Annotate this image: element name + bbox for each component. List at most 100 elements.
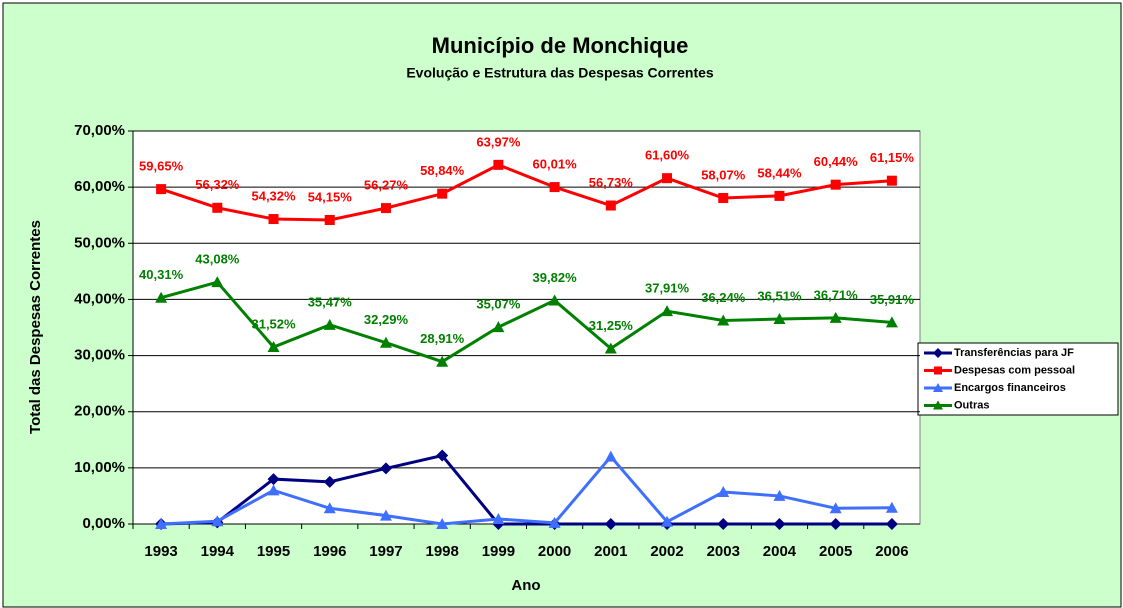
data-label: 35,47% bbox=[308, 294, 353, 309]
marker bbox=[604, 450, 617, 462]
x-axis-label: Ano bbox=[511, 577, 540, 594]
marker bbox=[773, 518, 786, 530]
marker bbox=[934, 366, 942, 375]
data-label: 59,65% bbox=[139, 159, 184, 174]
marker bbox=[380, 203, 391, 214]
marker bbox=[830, 179, 841, 190]
series-line bbox=[160, 280, 893, 364]
marker bbox=[379, 336, 392, 348]
data-label: 37,91% bbox=[645, 281, 690, 296]
y-tick-label: 20,00% bbox=[74, 403, 125, 420]
marker bbox=[156, 184, 167, 195]
marker bbox=[268, 214, 279, 225]
y-tick-label: 0,00% bbox=[82, 515, 125, 532]
marker bbox=[323, 475, 336, 488]
x-tick-label: 1997 bbox=[369, 543, 402, 560]
x-tick-label: 2001 bbox=[594, 543, 627, 560]
plot-area bbox=[132, 130, 921, 525]
y-axis-label: Total das Despesas Correntes bbox=[27, 220, 44, 434]
marker bbox=[548, 294, 561, 306]
marker bbox=[829, 502, 842, 514]
marker bbox=[436, 355, 449, 367]
marker bbox=[436, 518, 449, 529]
legend bbox=[917, 342, 1119, 416]
x-tick-label: 1998 bbox=[425, 543, 458, 560]
y-tick-label: 50,00% bbox=[74, 234, 125, 251]
x-tick-label: 2000 bbox=[538, 543, 571, 560]
y-tick-label: 10,00% bbox=[74, 459, 125, 476]
marker bbox=[885, 518, 898, 530]
marker bbox=[773, 489, 786, 501]
chart-subtitle: Evolução e Estrutura das Despesas Corren… bbox=[406, 65, 714, 81]
marker bbox=[323, 502, 336, 514]
marker bbox=[829, 518, 842, 530]
data-label: 43,08% bbox=[195, 252, 240, 267]
data-label: 36,51% bbox=[757, 288, 802, 303]
marker bbox=[155, 291, 168, 303]
marker bbox=[933, 383, 943, 392]
data-label: 35,91% bbox=[870, 292, 915, 307]
marker bbox=[267, 484, 280, 496]
x-tick-label: 2004 bbox=[763, 543, 797, 560]
data-label: 58,84% bbox=[420, 163, 465, 178]
x-tick-label: 2005 bbox=[819, 543, 852, 560]
legend-label: Despesas com pessoal bbox=[954, 364, 1075, 376]
marker bbox=[493, 159, 504, 170]
data-label: 28,91% bbox=[420, 331, 465, 346]
marker bbox=[155, 518, 168, 529]
x-tick-label: 1993 bbox=[144, 543, 177, 560]
y-tick-label: 70,00% bbox=[74, 122, 125, 139]
legend-label: Transferências para JF bbox=[954, 347, 1074, 359]
marker bbox=[933, 400, 943, 410]
legend-label: Encargos financeiros bbox=[954, 382, 1066, 394]
data-label: 60,44% bbox=[814, 154, 859, 169]
marker bbox=[548, 516, 561, 528]
marker bbox=[717, 518, 730, 530]
chart-title: Município de Monchique bbox=[432, 33, 689, 58]
marker bbox=[662, 173, 673, 184]
x-tick-label: 1999 bbox=[482, 543, 515, 560]
marker bbox=[885, 316, 898, 328]
marker bbox=[886, 175, 897, 186]
marker bbox=[267, 473, 280, 486]
data-label: 32,29% bbox=[364, 312, 409, 327]
data-label: 31,25% bbox=[589, 318, 634, 333]
data-label: 31,52% bbox=[251, 316, 296, 331]
data-label: 40,31% bbox=[139, 267, 184, 282]
marker bbox=[661, 305, 674, 317]
data-label: 58,07% bbox=[701, 167, 746, 182]
marker bbox=[379, 509, 392, 521]
data-label: 58,44% bbox=[757, 165, 802, 180]
data-label: 36,24% bbox=[701, 290, 746, 305]
marker bbox=[604, 342, 617, 354]
data-label: 56,32% bbox=[195, 177, 240, 192]
marker bbox=[605, 200, 616, 211]
marker bbox=[211, 515, 224, 527]
marker bbox=[212, 202, 223, 213]
marker bbox=[211, 276, 224, 288]
data-label: 56,73% bbox=[589, 175, 634, 190]
marker bbox=[661, 515, 674, 527]
marker bbox=[436, 449, 449, 462]
legend-label: Outras bbox=[954, 399, 989, 411]
marker bbox=[604, 518, 617, 530]
marker bbox=[323, 318, 336, 330]
marker bbox=[717, 314, 730, 326]
x-tick-label: 1995 bbox=[257, 543, 290, 560]
series-line bbox=[161, 454, 892, 526]
data-label: 60,01% bbox=[533, 157, 578, 172]
series-line bbox=[161, 453, 892, 526]
series-line bbox=[160, 163, 892, 222]
marker bbox=[549, 182, 560, 193]
marker bbox=[717, 485, 730, 497]
x-tick-label: 1996 bbox=[313, 543, 346, 560]
x-tick-label: 1994 bbox=[201, 543, 235, 560]
x-tick-label: 2003 bbox=[707, 543, 740, 560]
marker bbox=[774, 190, 785, 201]
data-label: 54,32% bbox=[251, 188, 296, 203]
y-tick-label: 30,00% bbox=[74, 347, 125, 364]
marker bbox=[492, 321, 505, 333]
x-tick-label: 2002 bbox=[650, 543, 683, 560]
x-tick-label: 2006 bbox=[875, 543, 908, 560]
